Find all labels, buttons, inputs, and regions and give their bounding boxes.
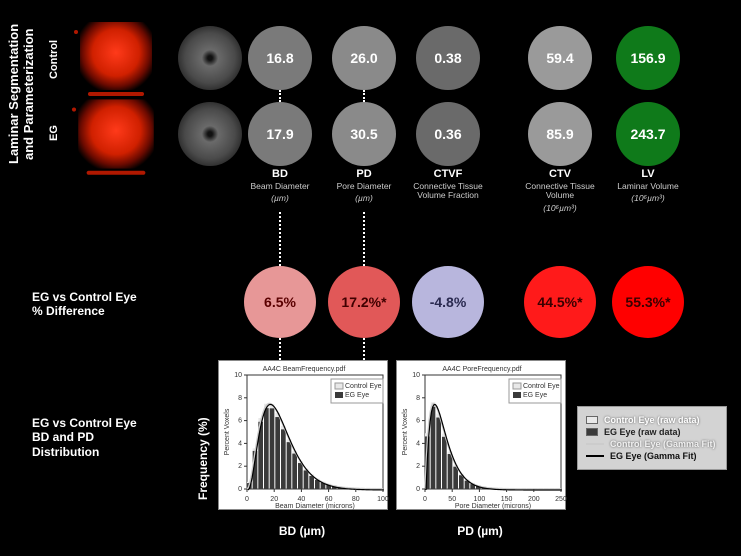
eg-ctvf-value-circle: 0.36 [416,102,480,166]
svg-text:100: 100 [474,496,486,503]
diff-ctv-circle: 44.5%* [524,266,596,338]
legend-item: Control Eye (Gamma Fit) [586,439,718,449]
pd-xlabel: PD (µm) [440,524,520,538]
row-label-eg: EG [48,108,60,158]
bd-xlabel: BD (µm) [262,524,342,538]
control-lv-value-circle: 156.9 [616,26,680,90]
svg-text:2: 2 [416,463,420,470]
control-pd-value-circle: 26.0 [332,26,396,90]
diff-bd-circle: 6.5% [244,266,316,338]
section-dist-label: EG vs Control Eye BD and PD Distribution [32,416,172,459]
control-red-tissue [80,22,152,90]
svg-text:50: 50 [448,496,456,503]
distribution-legend: Control Eye (raw data) EG Eye (raw data) C… [577,406,727,470]
svg-text:10: 10 [234,372,242,379]
dist-chart: AA4C BeamFrequency.pdf 0 20 40 60 80 100 0 2 4 6 8 1… [218,360,388,510]
svg-text:0: 0 [238,486,242,493]
svg-text:0: 0 [245,496,249,503]
svg-text:8: 8 [238,395,242,402]
column-label-pd: PDPore Diameter(µm) [324,168,404,203]
svg-text:80: 80 [352,496,360,503]
control-gray-tissue [178,26,242,90]
connector [279,338,281,360]
svg-text:60: 60 [325,496,333,503]
dist-chart: AA4C PoreFrequency.pdf 0 50 100 150 200 250 0 2 4… [396,360,566,510]
connector [279,212,281,266]
eg-gray-tissue [178,102,242,166]
connector [279,90,281,102]
diff-lv-circle: 55.3%* [612,266,684,338]
section-laminar-label: Laminar Segmentation and Parameterizatio… [6,14,36,174]
row-label-control: Control [48,30,60,88]
dist-line1: EG vs Control Eye [32,416,137,430]
svg-text:0: 0 [416,486,420,493]
freq-axis-label: Frequency (%) [196,380,210,500]
dist-line2: BD and PD [32,430,94,444]
svg-text:250: 250 [555,496,567,503]
svg-text:6: 6 [416,418,420,425]
svg-text:AA4C BeamFrequency.pdf: AA4C BeamFrequency.pdf [263,366,346,373]
svg-text:10: 10 [412,372,420,379]
svg-text:40: 40 [298,496,306,503]
svg-text:Beam Diameter (microns): Beam Diameter (microns) [275,503,355,510]
svg-text:Control Eye: Control Eye [345,383,382,390]
legend-item: EG Eye (raw data) [586,427,718,437]
svg-text:100: 100 [377,496,389,503]
connector [363,212,365,266]
svg-text:2: 2 [238,463,242,470]
svg-text:200: 200 [528,496,540,503]
diff-line2: % Difference [32,304,105,318]
column-label-ctv: CTVConnective Tissue Volume(10⁶µm³) [520,168,600,213]
svg-text:150: 150 [501,496,513,503]
dist-line3: Distribution [32,445,99,459]
svg-text:EG Eye: EG Eye [523,392,547,399]
column-label-ctvf: CTVFConnective Tissue Volume Fraction [408,168,488,203]
connector [363,90,365,102]
column-label-lv: LVLaminar Volume(10⁶µm³) [608,168,688,203]
svg-text:20: 20 [270,496,278,503]
diff-pd-circle: 17.2%* [328,266,400,338]
svg-text:0: 0 [423,496,427,503]
svg-text:Percent Voxels: Percent Voxels [224,408,231,455]
svg-text:AA4C PoreFrequency.pdf: AA4C PoreFrequency.pdf [442,366,521,373]
control-bd-value-circle: 16.8 [248,26,312,90]
svg-text:EG Eye: EG Eye [345,392,369,399]
svg-text:4: 4 [238,440,242,447]
laminar-line2: and Parameterization [21,28,36,160]
svg-text:Pore Diameter (microns): Pore Diameter (microns) [455,503,531,510]
connector [363,338,365,360]
svg-text:6: 6 [238,418,242,425]
eg-red-tissue [78,99,154,168]
eg-ctv-value-circle: 85.9 [528,102,592,166]
eg-lv-value-circle: 243.7 [616,102,680,166]
svg-text:8: 8 [416,395,420,402]
column-label-bd: BDBeam Diameter(µm) [240,168,320,203]
eg-bd-value-circle: 17.9 [248,102,312,166]
diff-ctvf-circle: -4.8% [412,266,484,338]
svg-text:4: 4 [416,440,420,447]
svg-text:Percent Voxels: Percent Voxels [402,408,409,455]
eg-pd-value-circle: 30.5 [332,102,396,166]
section-diff-label: EG vs Control Eye % Difference [32,290,172,319]
svg-text:Control Eye: Control Eye [523,383,560,390]
control-ctv-value-circle: 59.4 [528,26,592,90]
diff-line1: EG vs Control Eye [32,290,137,304]
control-ctvf-value-circle: 0.38 [416,26,480,90]
laminar-line1: Laminar Segmentation [6,24,21,164]
legend-item: Control Eye (raw data) [586,415,718,425]
legend-item: EG Eye (Gamma Fit) [586,451,718,461]
